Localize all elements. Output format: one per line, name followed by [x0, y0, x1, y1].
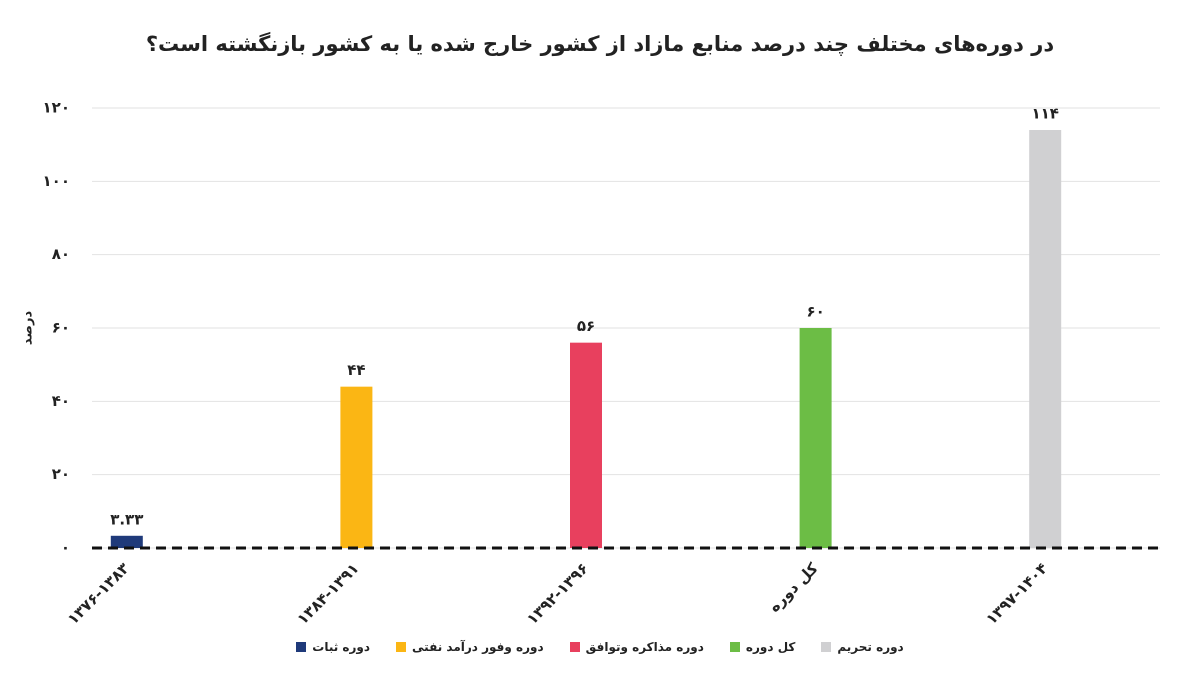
y-tick-label: ۰ [61, 539, 70, 557]
bar [110, 535, 143, 548]
y-axis-label: درصد [21, 311, 36, 346]
bar [340, 386, 373, 548]
bar [799, 328, 832, 548]
y-tick-label: ۶۰ [52, 319, 70, 337]
legend-item: دوره تحریم [821, 640, 904, 654]
legend: دوره ثبات دوره وفور درآمد نفتی دوره مذاکره… [0, 640, 1200, 654]
legend-swatch [296, 642, 307, 652]
data-label: ۵۶ [577, 317, 595, 335]
legend-swatch [396, 642, 407, 652]
data-label: ۶۰ [806, 303, 824, 321]
x-tick-label: کل دوره [765, 559, 822, 616]
y-tick-label: ۸۰ [52, 245, 70, 263]
x-tick-label: ۱۳۹۲-۱۳۹۶ [523, 559, 592, 628]
y-tick-label: ۲۰ [52, 465, 70, 483]
data-label: ۳.۳۳ [110, 510, 143, 528]
chart-title: در دوره‌های مختلف چند درصد منابع مازاد ا… [146, 31, 1054, 57]
legend-swatch [821, 642, 832, 652]
legend-label: کل دوره [745, 640, 796, 654]
legend-swatch [729, 642, 740, 652]
y-tick-label: ۱۲۰ [43, 99, 70, 117]
legend-label: دوره تحریم [837, 640, 904, 654]
data-label: ۱۱۴ [1031, 105, 1058, 123]
y-tick-label: ۴۰ [52, 392, 70, 410]
bar [570, 342, 602, 548]
legend-item: دوره ثبات [296, 640, 370, 654]
data-label: ۴۴ [347, 361, 365, 379]
legend-item: دوره مذاکره وتوافق [569, 640, 704, 654]
legend-item: دوره وفور درآمد نفتی [396, 640, 544, 654]
x-tick-label: ۱۳۸۴-۱۳۹۱ [293, 559, 362, 628]
legend-label: دوره وفور درآمد نفتی [412, 640, 544, 654]
y-tick-label: ۱۰۰ [43, 172, 70, 190]
x-tick-label: ۱۳۹۷-۱۴۰۴ [982, 559, 1051, 628]
legend-swatch [569, 642, 580, 652]
x-tick-label: ۱۳۷۶-۱۳۸۳ [64, 559, 133, 628]
legend-label: دوره ثبات [312, 640, 371, 654]
legend-label: دوره مذاکره وتوافق [585, 640, 704, 654]
legend-item: کل دوره [729, 640, 796, 654]
bar [1029, 130, 1062, 548]
